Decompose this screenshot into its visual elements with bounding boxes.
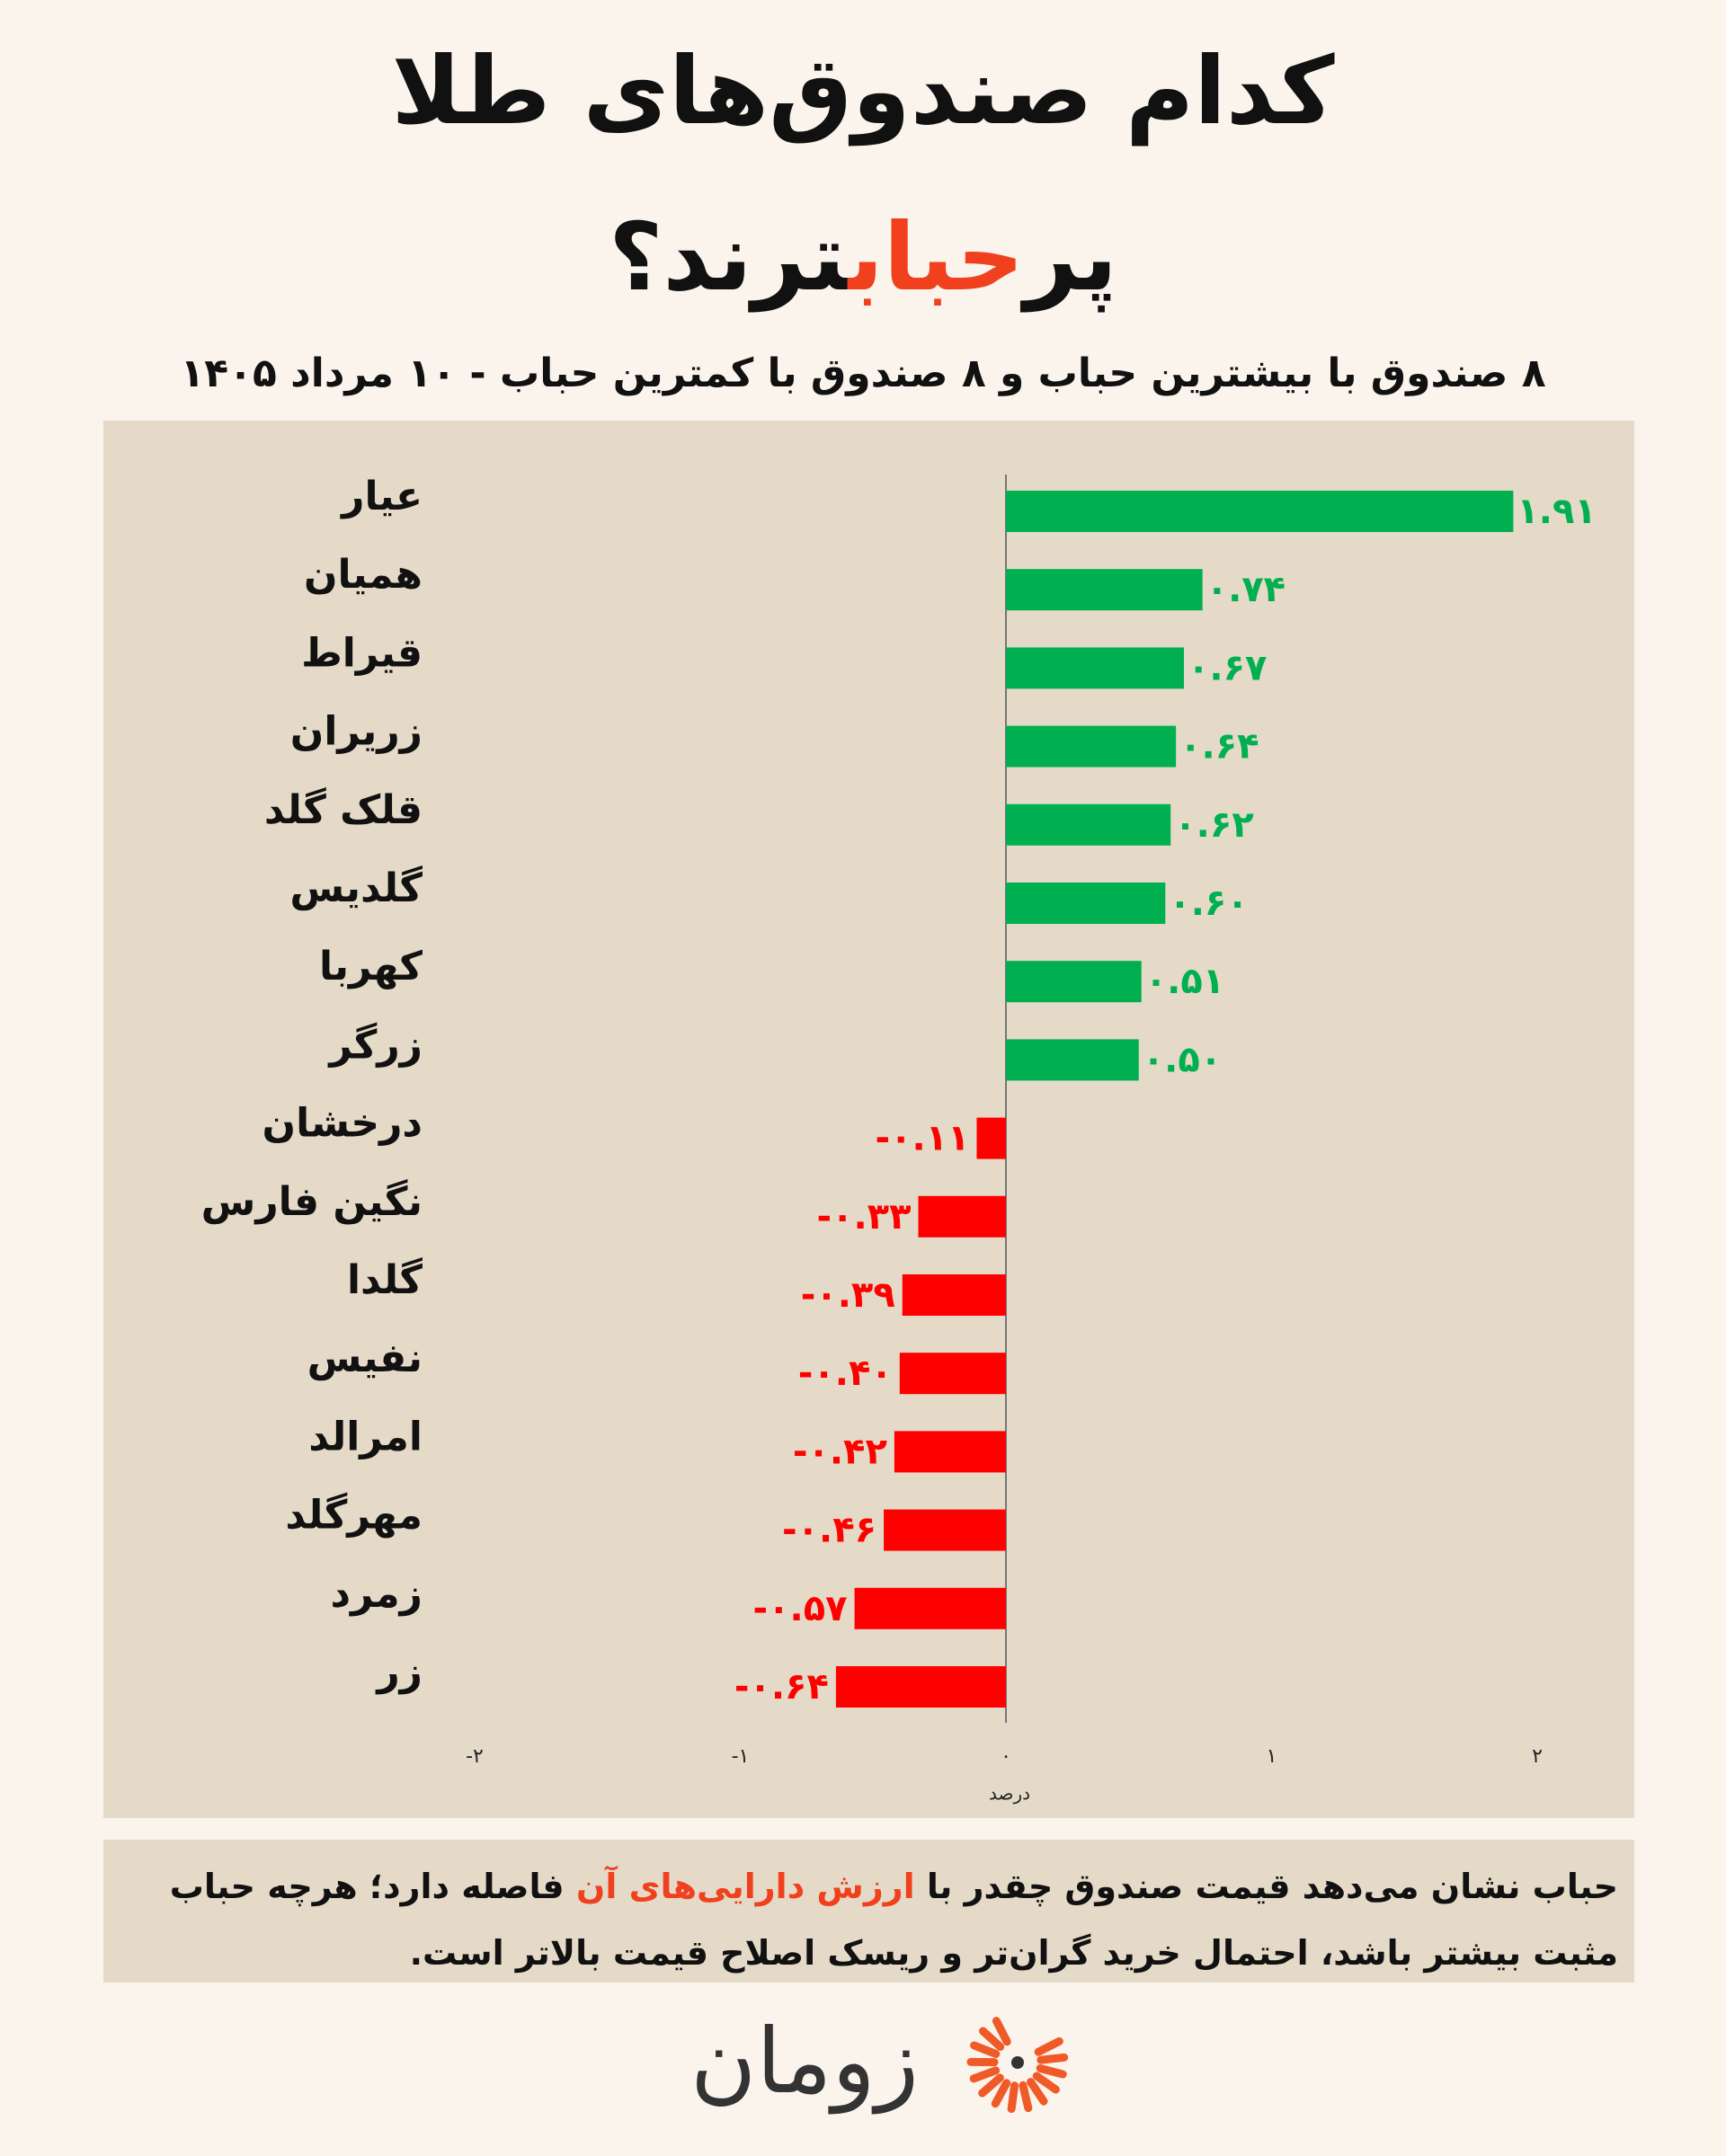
logo-ray <box>991 2079 1011 2108</box>
note-text: فاصله دارد؛ هرچه حباب مثبت بیشتر باشد، ا… <box>169 1867 1618 1973</box>
bar <box>902 1274 1006 1316</box>
category-label: عیار <box>340 474 423 519</box>
logo-ray <box>1019 2081 1033 2113</box>
bar <box>835 1666 1006 1708</box>
value-label: ۰.۵۰ <box>1143 1039 1222 1080</box>
category-label: همیان <box>304 552 423 598</box>
value-label: -۰.۵۷ <box>753 1588 848 1629</box>
logo-icon <box>966 2017 1069 2114</box>
x-axis-label: درصد <box>989 1783 1030 1805</box>
value-label: ۰.۶۷ <box>1188 647 1267 688</box>
logo-ray <box>1036 2064 1067 2079</box>
category-label: زر‌یران <box>290 709 423 755</box>
bar <box>1006 491 1514 532</box>
value-label: -۰.۳۳ <box>816 1196 911 1238</box>
value-label: -۰.۴۶ <box>782 1510 876 1551</box>
x-tick-label: -۱ <box>732 1745 750 1768</box>
logo-ray <box>1036 2053 1069 2064</box>
category-label: نگین فارس <box>201 1178 423 1225</box>
title-line-2: پرحبابترند؟ <box>0 202 1726 312</box>
value-label: -۰.۴۰ <box>798 1353 893 1394</box>
logo-dot <box>1011 2056 1024 2069</box>
category-label: زمرد <box>330 1571 423 1617</box>
x-tick-label: ۲ <box>1532 1745 1543 1768</box>
category-label: امرالد <box>308 1414 423 1460</box>
bar <box>1006 961 1142 1003</box>
value-label: ۰.۶۲ <box>1174 804 1253 846</box>
value-label: ۰.۵۱ <box>1145 961 1224 1002</box>
x-tick-label: ۱ <box>1267 1745 1277 1768</box>
bar <box>1006 1039 1139 1081</box>
category-label: نفیس <box>307 1335 423 1381</box>
chart-panel <box>103 421 1634 1818</box>
value-label: -۰.۴۲ <box>793 1431 887 1472</box>
logo-ray <box>970 2041 1001 2058</box>
note-panel <box>103 1840 1634 1983</box>
logo-ray <box>1007 2081 1019 2114</box>
category-label: زر <box>375 1649 423 1695</box>
bar <box>976 1117 1006 1159</box>
category-label: قیراط <box>301 630 423 676</box>
category-label: قلک گلد <box>264 786 423 833</box>
note: حباب نشان می‌دهد قیمت صندوق چقدر با ارزش… <box>126 1853 1618 1986</box>
note-text: حباب نشان می‌دهد قیمت صندوق چقدر با <box>926 1867 1618 1906</box>
bar <box>899 1353 1006 1395</box>
title-line-1: کدام صندوق‌های طلا <box>391 36 1335 146</box>
category-label: مهرگلد <box>285 1492 423 1539</box>
logo-ray <box>969 2066 1001 2083</box>
bar <box>1006 725 1177 767</box>
logo-ray <box>992 2017 1011 2046</box>
bar <box>1006 803 1171 846</box>
title-part: پر <box>1024 202 1117 312</box>
logo-ray <box>1027 2078 1048 2106</box>
title-highlight: حباب <box>848 202 1025 312</box>
bar <box>894 1431 1006 1473</box>
value-label: ۰.۶۰ <box>1169 883 1248 924</box>
x-tick-label: -۲ <box>466 1745 484 1768</box>
bar <box>854 1587 1006 1629</box>
value-label: ۰.۶۴ <box>1179 726 1259 767</box>
value-label: ۰.۷۴ <box>1206 569 1286 610</box>
bar <box>1006 647 1184 689</box>
category-label: زرگر <box>327 1021 423 1068</box>
bar <box>1006 569 1203 611</box>
value-label: -۰.۳۹ <box>801 1274 895 1316</box>
title-part: ترند؟ <box>609 202 849 312</box>
x-tick-label: ۰ <box>1001 1745 1011 1768</box>
logo-ray <box>978 2073 1004 2098</box>
bar <box>884 1509 1006 1551</box>
category-label: گلدیس <box>289 865 423 911</box>
value-label: -۰.۶۴ <box>734 1666 829 1708</box>
subtitle: ۸ صندوق با بیشترین حباب و ۸ صندوق با کمت… <box>180 350 1546 396</box>
bar <box>1006 883 1166 924</box>
note-highlight: ارزش دارایی‌های آن <box>575 1867 915 1906</box>
value-label: -۰.۱۱ <box>875 1118 969 1159</box>
category-label: کهربا <box>319 944 423 989</box>
logo-ray <box>1034 2036 1063 2056</box>
logo-ray <box>1032 2072 1060 2094</box>
logo-ray <box>978 2027 1005 2052</box>
category-label: درخشان <box>262 1101 423 1147</box>
category-label: گلدا <box>347 1256 423 1303</box>
bar <box>918 1195 1006 1238</box>
logo-text: زومان <box>690 2009 920 2114</box>
value-label: ۱.۹۱ <box>1517 491 1596 532</box>
